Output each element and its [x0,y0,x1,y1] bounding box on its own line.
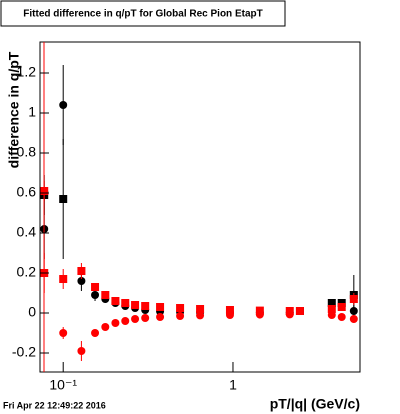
data-point [111,297,120,305]
x-tick-label: 1 [229,377,237,393]
data-point [156,303,165,311]
data-point [327,299,336,307]
data-point [77,267,86,275]
y-axis-label: difference in q/pT [6,51,22,168]
data-point [337,303,346,311]
plot-area [40,65,358,361]
data-point [91,329,100,337]
y-tick-label: 0.6 [17,184,37,200]
y-tick-label: 1 [28,104,36,120]
y-tick-label: 1.2 [17,64,37,80]
data-point [176,312,185,320]
x-tick-label: 10⁻¹ [49,377,77,393]
data-point [176,304,185,312]
y-tick-label: 0.8 [17,144,37,160]
data-point [255,310,264,319]
data-point [196,311,205,320]
data-point [285,310,294,319]
data-point [141,302,150,310]
data-point [59,195,68,203]
y-tick-label: 0.2 [17,264,37,280]
data-point [101,323,110,331]
data-point [141,314,150,322]
data-point [111,319,120,327]
data-point [77,347,86,355]
data-point [59,275,68,283]
data-point [101,291,110,299]
data-point [91,283,100,291]
data-point [295,307,304,315]
y-tick-label: 0.4 [17,224,37,240]
data-point [91,291,100,299]
frame [39,41,361,373]
data-point [327,305,336,313]
data-point [59,329,68,337]
data-point [255,306,264,315]
data-point [225,311,234,319]
y-tick-label: -0.2 [12,344,36,360]
data-point [77,277,86,285]
chart-title: Fitted difference in q/pT for Global Rec… [23,9,262,20]
data-point [349,295,358,303]
y-tick-label: 0 [28,304,36,320]
data-point [59,101,68,109]
data-point [196,305,205,313]
x-axis-label: pT/|q| (GeV/c) [270,396,360,412]
data-point [337,313,346,321]
data-point [131,315,140,323]
data-point [156,313,165,321]
data-point [349,315,358,323]
data-point [225,306,234,314]
data-point [121,317,130,325]
data-point [131,301,140,309]
title-box [0,0,286,27]
data-point [121,299,130,307]
timestamp: Fri Apr 22 12:49:22 2016 [3,400,106,410]
data-point [327,311,336,319]
